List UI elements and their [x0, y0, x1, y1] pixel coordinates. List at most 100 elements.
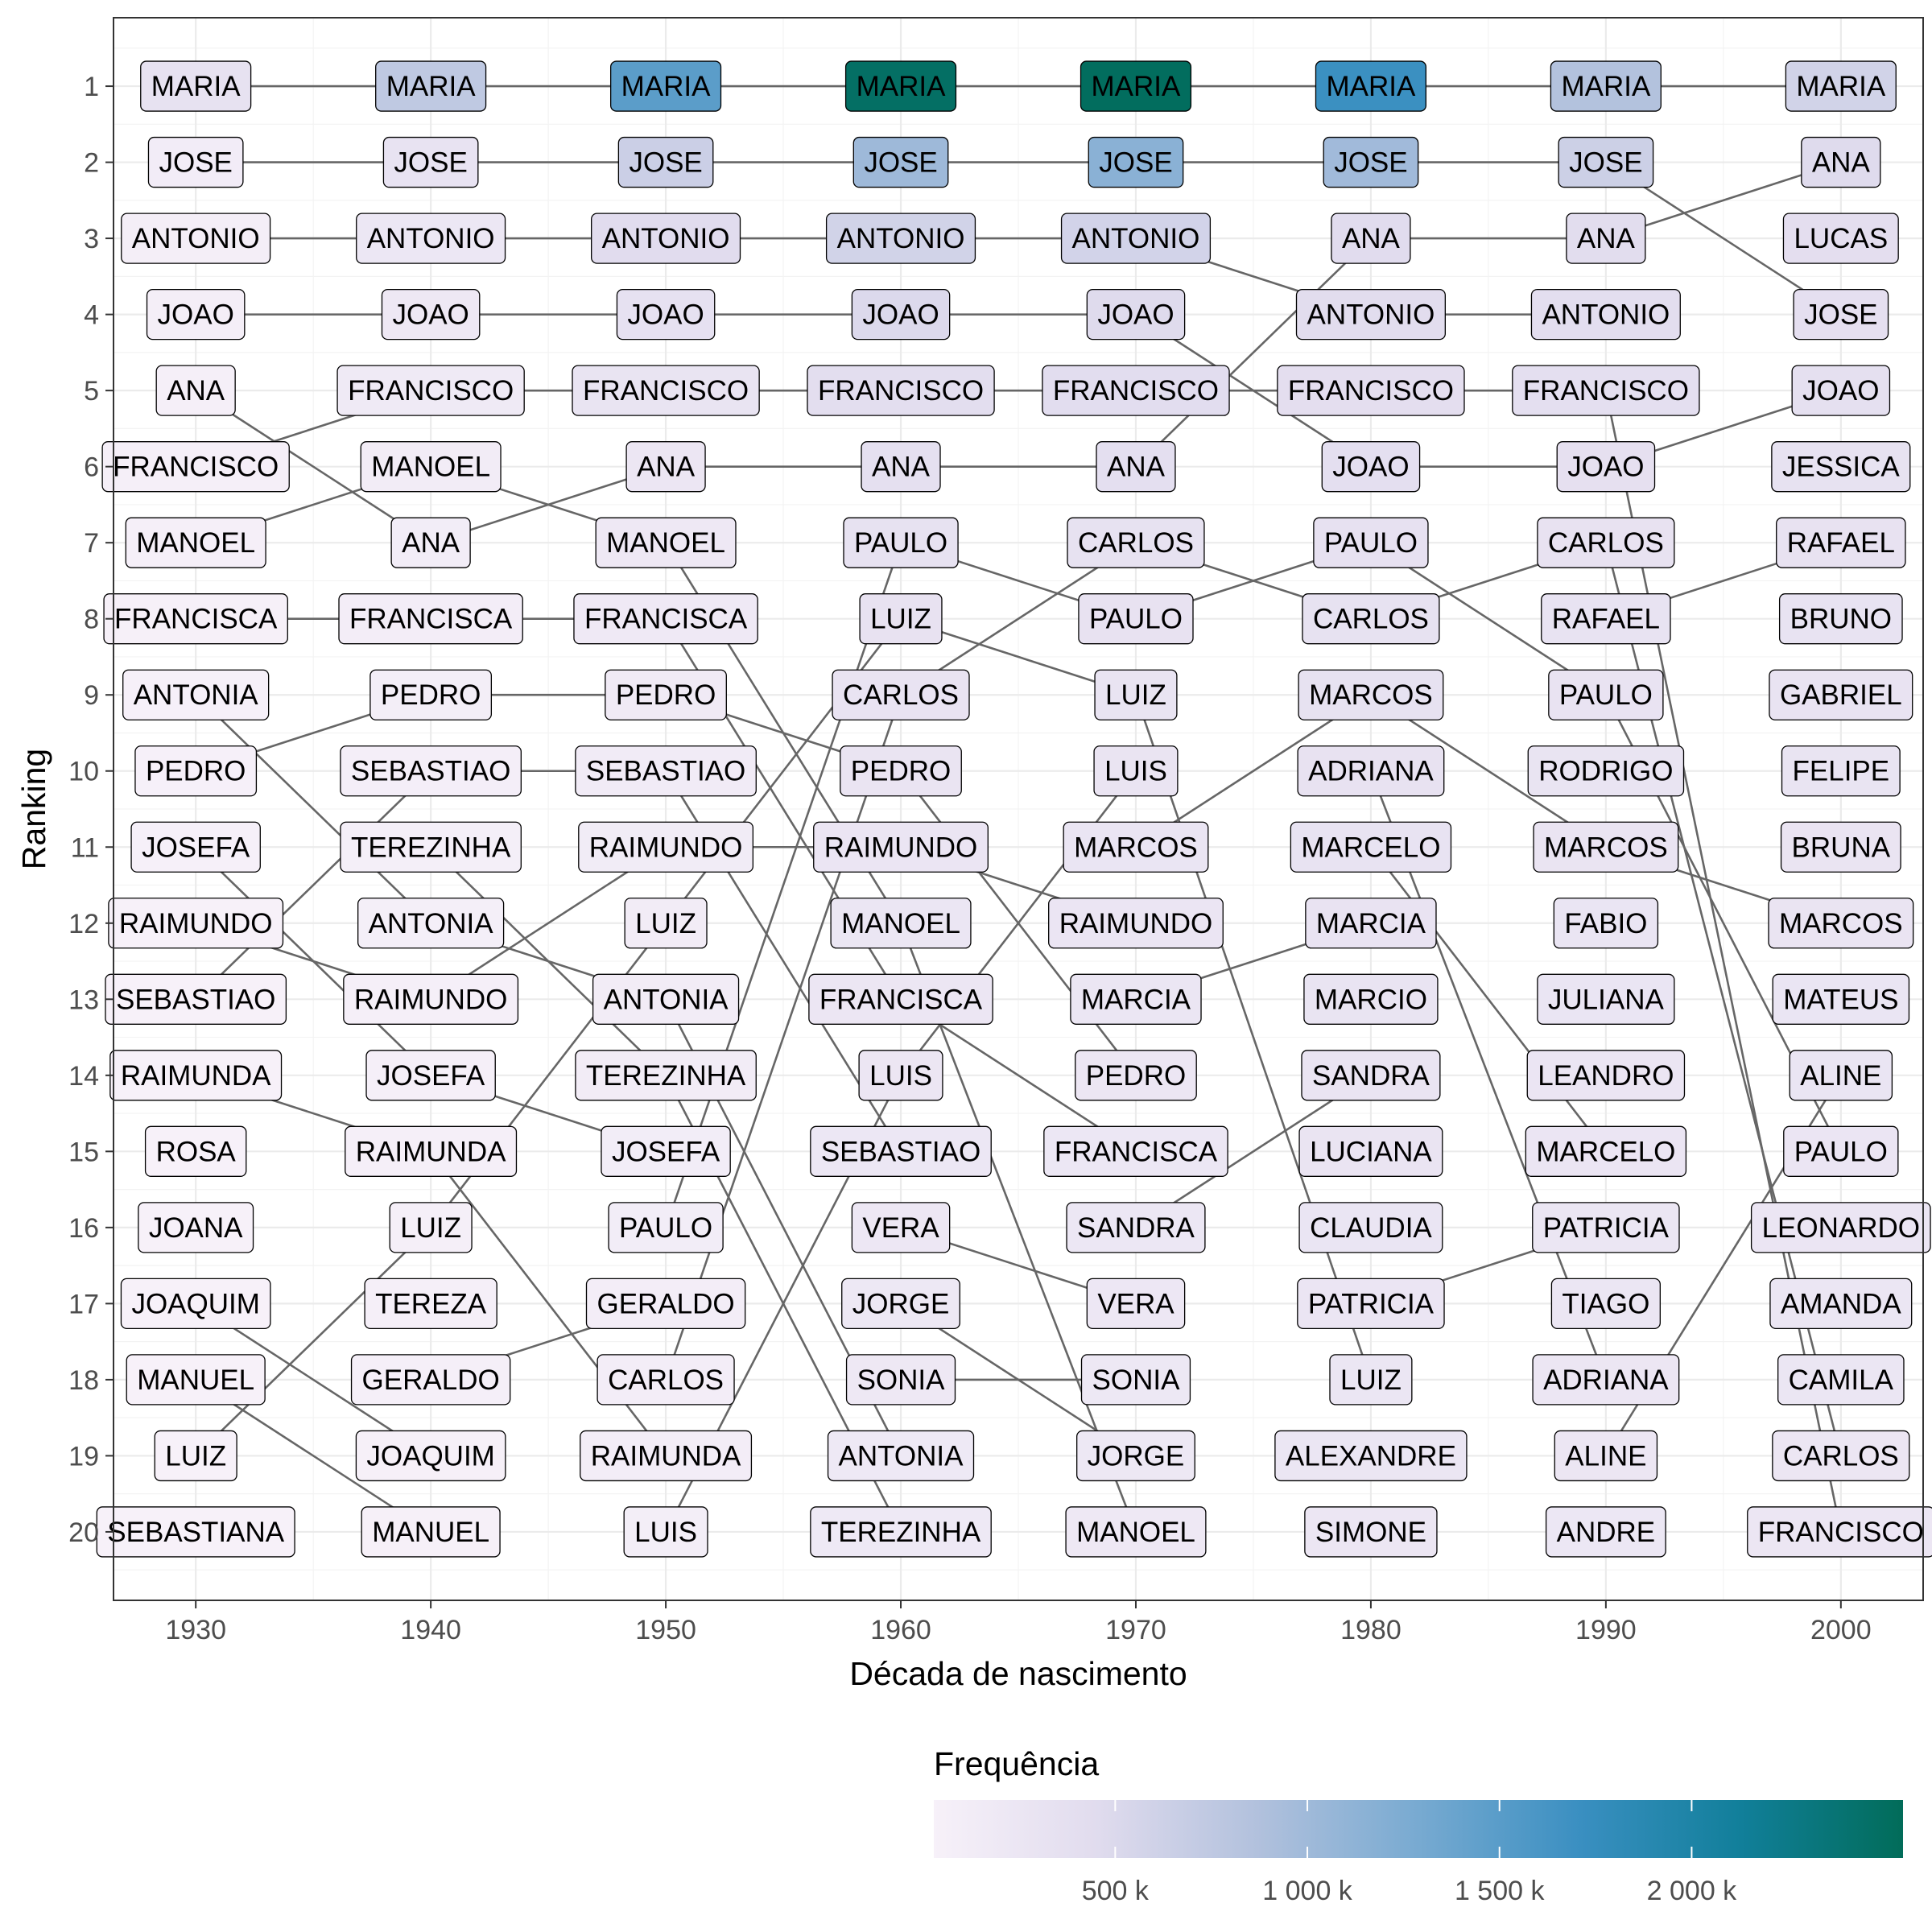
name-label: TEREZA — [364, 1278, 497, 1330]
name-label-text: ALINE — [1800, 1060, 1881, 1092]
name-label-box — [1096, 441, 1176, 493]
name-label: ANA — [1566, 213, 1646, 264]
name-label: ANTONIO — [1295, 288, 1446, 341]
name-label: SEBASTIAO — [810, 1125, 992, 1177]
name-label: ANTONIO — [1060, 213, 1212, 264]
rank-line-sebastiao — [195, 770, 432, 1001]
x-tick-label: 1930 — [165, 1615, 226, 1645]
name-label-box — [813, 821, 989, 873]
name-label-text: ANTONIA — [839, 1440, 964, 1472]
y-tick-label: 5 — [84, 376, 99, 407]
name-label-text: LUIZ — [1340, 1364, 1402, 1396]
name-label: ANA — [1096, 441, 1176, 493]
name-label: RAIMUNDO — [343, 973, 519, 1025]
name-label: PAULO — [1783, 1125, 1899, 1177]
name-label-text: SONIA — [1092, 1364, 1181, 1396]
name-label-box — [130, 821, 261, 873]
name-label: LUIZ — [624, 898, 708, 949]
name-label-text: ANTONIO — [602, 223, 730, 254]
name-label: PATRICIA — [1532, 1202, 1680, 1253]
name-label-text: ANA — [1577, 223, 1636, 254]
name-label-box — [575, 745, 757, 797]
name-label-text: FRANCISCA — [349, 604, 513, 635]
name-label-text: RAIMUNDA — [356, 1136, 506, 1167]
name-label: SANDRA — [1301, 1050, 1441, 1101]
name-label-box — [146, 288, 246, 341]
name-label-text: ANA — [1342, 223, 1401, 254]
name-label-box — [861, 441, 941, 493]
name-label-box — [147, 136, 244, 188]
name-label: GERALDO — [350, 1354, 511, 1406]
name-label-text: PATRICIA — [1543, 1212, 1670, 1244]
name-label: JOAO — [1556, 441, 1656, 493]
name-label-text: JOSE — [1099, 147, 1172, 179]
name-label: CARLOS — [597, 1354, 735, 1406]
x-tick-label: 1990 — [1575, 1615, 1637, 1645]
name-label-text: SONIA — [857, 1364, 946, 1396]
name-label-text: BRUNA — [1792, 832, 1891, 863]
name-label: FRANCISCO — [1747, 1506, 1932, 1558]
name-label-box — [1776, 517, 1906, 568]
name-label-text: SEBASTIAO — [821, 1136, 980, 1167]
name-label: TEREZINHA — [810, 1506, 992, 1558]
name-label-text: SEBASTIAO — [351, 756, 510, 787]
name-label-text: ANA — [402, 527, 460, 559]
name-label: ANTONIO — [356, 213, 506, 264]
name-label-text: MARIA — [151, 71, 242, 102]
name-label-text: FRANCISCA — [819, 984, 983, 1015]
name-label-box — [103, 593, 288, 645]
name-label: ANA — [1801, 136, 1881, 188]
name-label-text: PEDRO — [616, 679, 716, 711]
name-label: JOSE — [1088, 136, 1184, 188]
name-label-box — [575, 1050, 757, 1101]
name-label-box — [1527, 745, 1685, 797]
name-label-text: RAIMUNDA — [121, 1060, 271, 1092]
name-label-box — [336, 365, 525, 416]
name-label: JOSEFA — [365, 1050, 496, 1101]
name-label: FRANCISCO — [807, 365, 995, 416]
name-label: FRANCISCO — [1512, 365, 1700, 416]
name-label-box — [625, 441, 706, 493]
y-axis-title: Ranking — [15, 749, 52, 869]
name-label-text: JOAO — [158, 299, 234, 331]
name-label-text: PATRICIA — [1308, 1288, 1435, 1319]
name-label-box — [1303, 973, 1439, 1025]
name-label: MARCIA — [1305, 898, 1437, 949]
name-label-text: TEREZA — [375, 1288, 487, 1319]
x-axis-title: Década de nascimento — [849, 1655, 1187, 1692]
name-label-box — [580, 1430, 753, 1482]
name-label: ANA — [861, 441, 941, 493]
name-label-box — [1274, 1430, 1468, 1482]
name-label-text: RODRIGO — [1538, 756, 1673, 787]
y-tick-label: 15 — [68, 1137, 99, 1167]
name-label-text: MARIA — [621, 71, 712, 102]
y-tick-label: 14 — [68, 1061, 99, 1092]
name-label-text: AMANDA — [1781, 1288, 1901, 1319]
name-label-box — [1078, 593, 1194, 645]
name-label: RAIMUNDA — [109, 1050, 283, 1101]
x-tick-label: 1970 — [1105, 1615, 1166, 1645]
y-tick-label: 11 — [71, 832, 99, 863]
name-label-text: MARCIA — [1316, 908, 1426, 939]
name-label-text: PAULO — [1559, 679, 1653, 711]
name-label-text: MARIA — [1092, 71, 1182, 102]
name-label-box — [1556, 441, 1656, 493]
name-label-text: MARIA — [857, 71, 947, 102]
name-label-text: TEREZINHA — [351, 832, 511, 863]
name-label-box — [1301, 1050, 1441, 1101]
legend-tick-label: 1 500 k — [1455, 1876, 1546, 1906]
name-label-text: RAIMUNDO — [1059, 908, 1213, 939]
name-label-box — [1298, 669, 1444, 720]
name-label-box — [1321, 441, 1421, 493]
name-label-box — [810, 1125, 992, 1177]
name-label: SEBASTIAO — [575, 745, 757, 797]
panel-border — [113, 17, 1924, 1601]
name-label-text: LEONARDO — [1762, 1212, 1920, 1244]
name-label-text: JOSE — [1569, 147, 1642, 179]
name-label-box — [134, 745, 258, 797]
name-label: LUIZ — [1094, 669, 1178, 720]
legend-colorbar — [934, 1800, 1903, 1858]
name-label: LUIZ — [154, 1430, 237, 1482]
name-label-text: ANTONIO — [367, 223, 495, 254]
name-label: MARCOS — [1533, 821, 1679, 873]
